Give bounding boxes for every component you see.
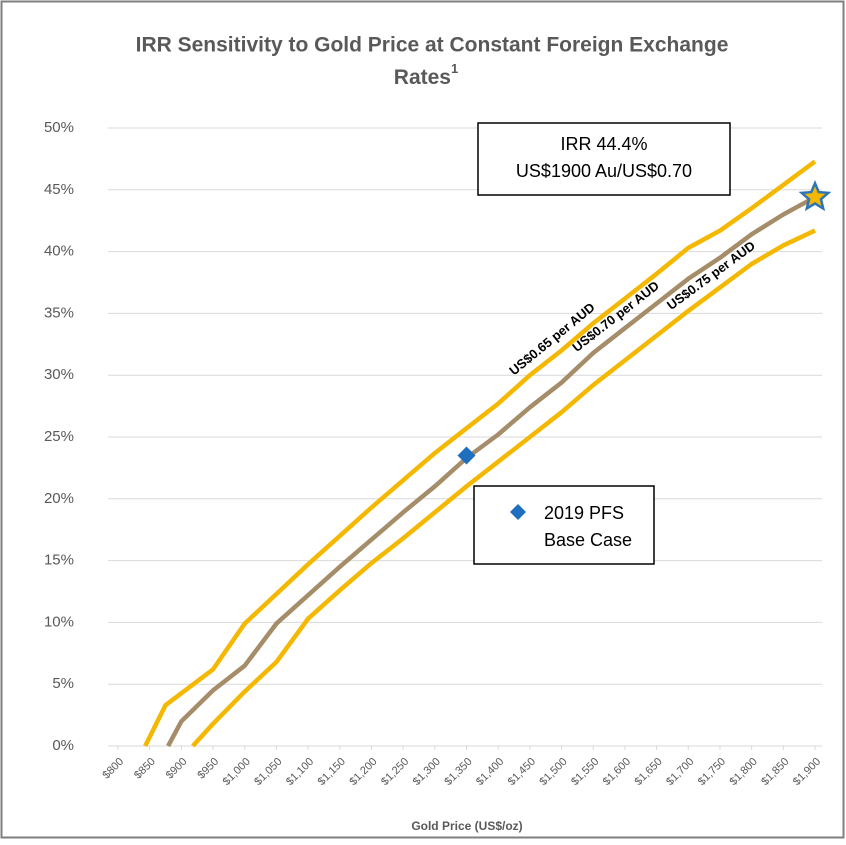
y-tick-label: 10% — [44, 613, 74, 630]
y-tick-label: 15% — [44, 552, 74, 569]
annotation-box — [473, 485, 655, 565]
annotation-text: 2019 PFS — [544, 503, 624, 523]
x-axis-label: Gold Price (US$/oz) — [411, 819, 522, 833]
y-tick-label: 0% — [52, 737, 74, 754]
annotation-text: Base Case — [544, 530, 632, 550]
series-line — [191, 228, 816, 748]
y-tick-label: 35% — [44, 304, 74, 321]
series-line — [166, 195, 817, 748]
y-tick-label: 50% — [44, 119, 74, 136]
y-tick-label: 20% — [44, 490, 74, 507]
annotation-text: US$1900 Au/US$0.70 — [516, 161, 692, 181]
star-marker — [798, 179, 832, 212]
title-superscript: 1 — [451, 61, 458, 76]
legend-diamond — [510, 504, 526, 520]
y-tick-label: 40% — [44, 243, 74, 260]
y-tick-label: 30% — [44, 366, 74, 383]
chart-title: Rates — [394, 66, 451, 89]
chart-title: Rates1 — [394, 61, 458, 88]
lines — [143, 159, 817, 748]
annotation-box — [477, 122, 731, 196]
chart-title: IRR Sensitivity to Gold Price at Constan… — [136, 34, 729, 57]
y-tick-label: 45% — [44, 181, 74, 198]
diamond-marker — [457, 446, 476, 465]
annotation-text: IRR 44.4% — [560, 134, 647, 154]
series-line — [143, 159, 817, 748]
y-tick-label: 25% — [44, 428, 74, 445]
y-tick-label: 5% — [52, 675, 74, 692]
